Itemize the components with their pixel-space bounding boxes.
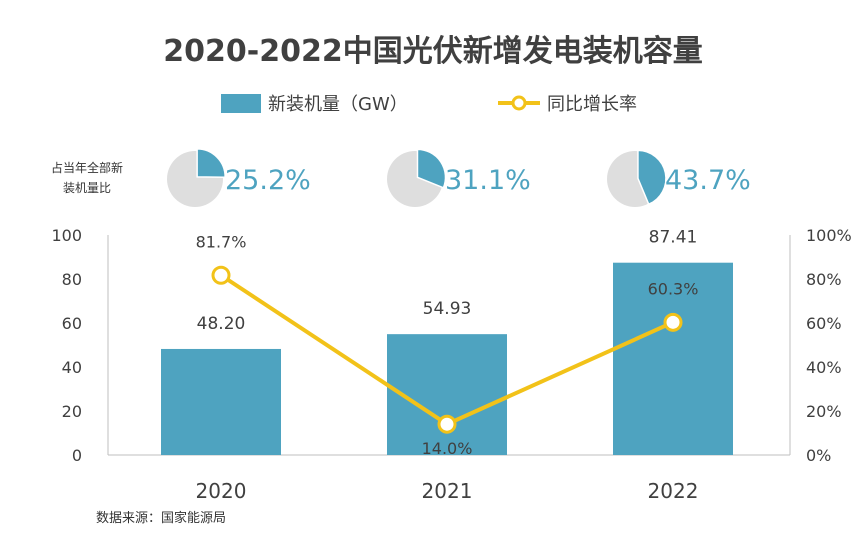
legend-line-marker — [511, 95, 527, 111]
growth-line-series: 81.7% 14.0% 60.3% — [196, 232, 699, 458]
bar-series: 48.20 54.93 87.41 — [161, 228, 733, 455]
legend: 新装机量（GW） 同比增长率 — [221, 94, 637, 115]
bar-2021 — [387, 334, 507, 455]
y-tick-left: 0 — [72, 446, 82, 465]
y-tick-left: 80 — [62, 270, 82, 289]
y-tick-right: 80% — [806, 270, 842, 289]
legend-line-label: 同比增长率 — [547, 94, 637, 115]
y-tick-left: 40 — [62, 358, 82, 377]
x-categories: 2020 2021 2022 — [196, 479, 699, 503]
y-ticks-right: 0% 20% 40% 60% 80% 100% — [806, 226, 852, 465]
bar-2022 — [613, 262, 733, 455]
share-pie-slice — [637, 149, 667, 206]
y-tick-left: 20 — [62, 402, 82, 421]
chart-title: 2020-2022中国光伏新增发电装机容量 — [163, 34, 702, 69]
y-tick-left: 100 — [51, 226, 82, 245]
y-tick-right: 20% — [806, 402, 842, 421]
y-tick-right: 100% — [806, 226, 852, 245]
growth-value-label: 60.3% — [648, 279, 699, 298]
growth-value-label: 81.7% — [196, 232, 247, 251]
growth-point-2021 — [437, 414, 457, 434]
share-caption-line2: 装机量比 — [63, 181, 111, 195]
x-category-label: 2020 — [196, 479, 247, 503]
growth-point-2022 — [663, 312, 683, 332]
y-tick-right: 0% — [806, 446, 831, 465]
share-percent-label: 25.2% — [225, 165, 311, 196]
legend-bar-swatch — [221, 94, 261, 113]
share-pie-slice — [196, 148, 226, 179]
share-percent-label: 43.7% — [665, 165, 751, 196]
share-caption-line1: 占当年全部新 — [51, 160, 123, 175]
x-category-label: 2022 — [648, 479, 699, 503]
share-percent-label: 31.1% — [445, 165, 531, 196]
y-tick-right: 40% — [806, 358, 842, 377]
bar-value-label: 87.41 — [649, 228, 698, 248]
share-pie-slice — [416, 148, 447, 189]
bar-2020 — [161, 348, 281, 455]
x-category-label: 2021 — [422, 479, 473, 503]
growth-value-label: 14.0% — [422, 439, 473, 458]
y-tick-left: 60 — [62, 314, 82, 333]
growth-point-2020 — [211, 265, 231, 285]
legend-bar-label: 新装机量（GW） — [268, 94, 408, 115]
bar-value-label: 48.20 — [197, 314, 246, 334]
bar-value-label: 54.93 — [423, 299, 472, 319]
share-pies: 25.2% 31.1% 43.7% — [167, 148, 751, 207]
y-ticks-left: 0 20 40 60 80 100 — [51, 226, 82, 465]
source-note: 数据来源：国家能源局 — [96, 510, 226, 526]
y-tick-right: 60% — [806, 314, 842, 333]
